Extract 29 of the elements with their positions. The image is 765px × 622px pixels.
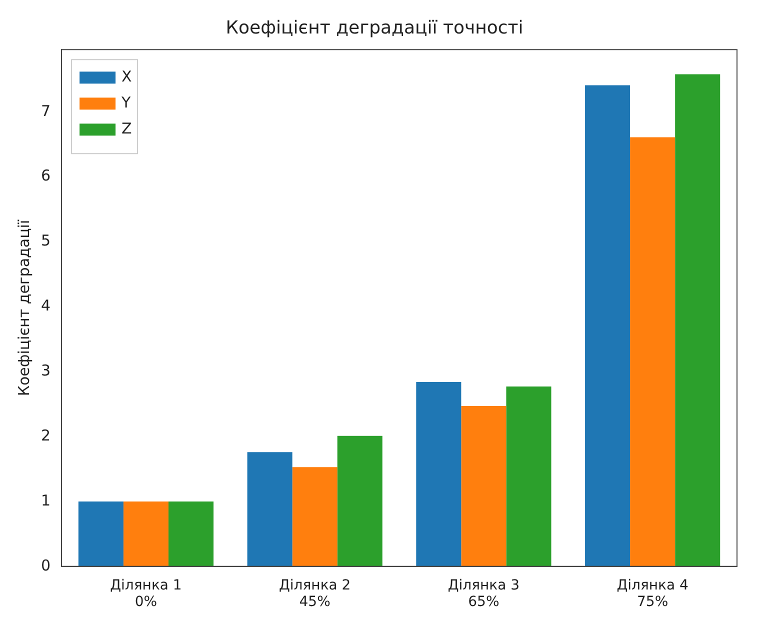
bar bbox=[292, 467, 338, 566]
y-axis-title: Коефіцієнт деградації bbox=[14, 219, 33, 396]
chart-title: Коефіцієнт деградації точності bbox=[226, 17, 524, 38]
y-tick-label: 0 bbox=[40, 556, 51, 574]
x-tick-label: Ділянка 1 0% bbox=[110, 577, 182, 610]
y-tick-label: 7 bbox=[40, 102, 51, 120]
bar bbox=[78, 501, 124, 566]
bar bbox=[506, 386, 552, 566]
legend-label: Y bbox=[120, 93, 132, 112]
bar bbox=[461, 406, 506, 566]
x-tick-label: Ділянка 2 45% bbox=[278, 577, 351, 610]
legend-label: X bbox=[122, 67, 132, 86]
bar bbox=[337, 436, 382, 566]
y-tick-label: 1 bbox=[40, 491, 51, 510]
y-tick-label: 3 bbox=[40, 362, 51, 380]
bar bbox=[247, 452, 292, 566]
bar bbox=[675, 74, 720, 566]
y-tick-label: 4 bbox=[40, 296, 51, 315]
bar bbox=[123, 501, 168, 566]
bar bbox=[585, 85, 630, 566]
x-tick-label: Ділянка 4 75% bbox=[616, 577, 689, 610]
y-tick-label: 5 bbox=[40, 232, 51, 250]
y-tick-label: 6 bbox=[40, 166, 51, 185]
legend-label: Z bbox=[122, 119, 132, 138]
bar bbox=[630, 137, 676, 566]
bar bbox=[416, 382, 462, 566]
bar bbox=[168, 501, 214, 566]
x-tick-label: Ділянка 3 65% bbox=[448, 577, 520, 610]
y-tick-label: 2 bbox=[40, 426, 51, 444]
